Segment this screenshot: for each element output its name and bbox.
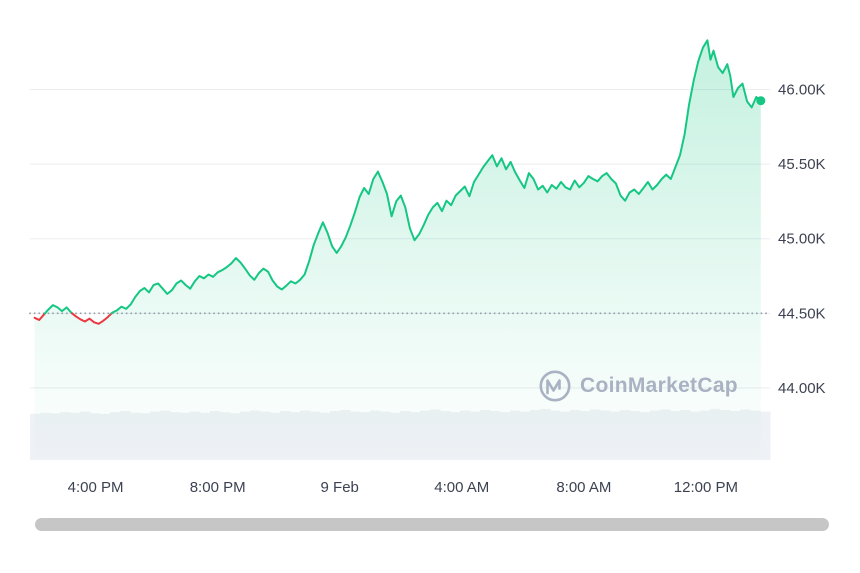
coinmarketcap-watermark: CoinMarketCap xyxy=(538,369,738,403)
price-area-fill xyxy=(34,40,761,461)
x-axis-tick-label: 8:00 AM xyxy=(556,479,611,496)
axis-labels: 46.00K 45.50K 45.00K 44.50K 44.00K 4:00 PM 8:0… xyxy=(68,82,826,496)
x-axis-tick-label: 4:00 PM xyxy=(68,479,124,496)
x-axis-tick-label: 12:00 PM xyxy=(674,479,738,496)
last-price-dot xyxy=(756,96,766,106)
y-axis-tick-label: 44.50K xyxy=(778,305,826,322)
price-line xyxy=(33,39,762,325)
watermark-label: CoinMarketCap xyxy=(580,374,738,397)
y-axis-tick-label: 44.00K xyxy=(778,380,826,397)
y-axis-tick-label: 45.00K xyxy=(778,231,826,248)
x-axis-tick-label: 9 Feb xyxy=(321,479,359,496)
x-axis-tick-label: 8:00 PM xyxy=(190,479,246,496)
price-chart[interactable]: 46.00K 45.50K 45.00K 44.50K 44.00K 4:00 PM 8:0… xyxy=(0,0,860,505)
coinmarketcap-m-icon xyxy=(539,370,571,402)
x-axis-tick-label: 4:00 AM xyxy=(434,479,489,496)
chart-scrollbar-thumb[interactable] xyxy=(35,518,829,531)
y-axis-tick-label: 46.00K xyxy=(778,82,826,99)
y-axis-tick-label: 45.50K xyxy=(778,156,826,173)
